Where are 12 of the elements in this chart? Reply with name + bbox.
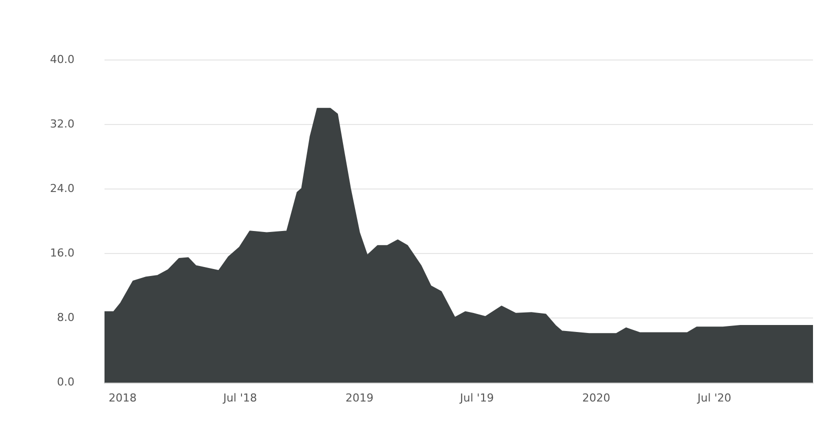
- y-tick-label: 8.0: [56, 311, 74, 324]
- x-tick-label: Jul '20: [696, 391, 732, 404]
- x-tick-label: 2018: [108, 391, 137, 404]
- y-tick-label: 32.0: [50, 117, 74, 130]
- x-tick-label: 2020: [582, 391, 610, 404]
- x-tick-label: 2019: [345, 391, 374, 404]
- y-tick-label: 40.0: [50, 52, 74, 66]
- x-tick-label: Jul '19: [459, 391, 494, 404]
- y-tick-label: 0.0: [56, 376, 74, 389]
- x-tick-label: Jul '18: [222, 391, 257, 404]
- y-tick-label: 16.0: [50, 246, 74, 260]
- y-tick-label: 24.0: [50, 182, 74, 195]
